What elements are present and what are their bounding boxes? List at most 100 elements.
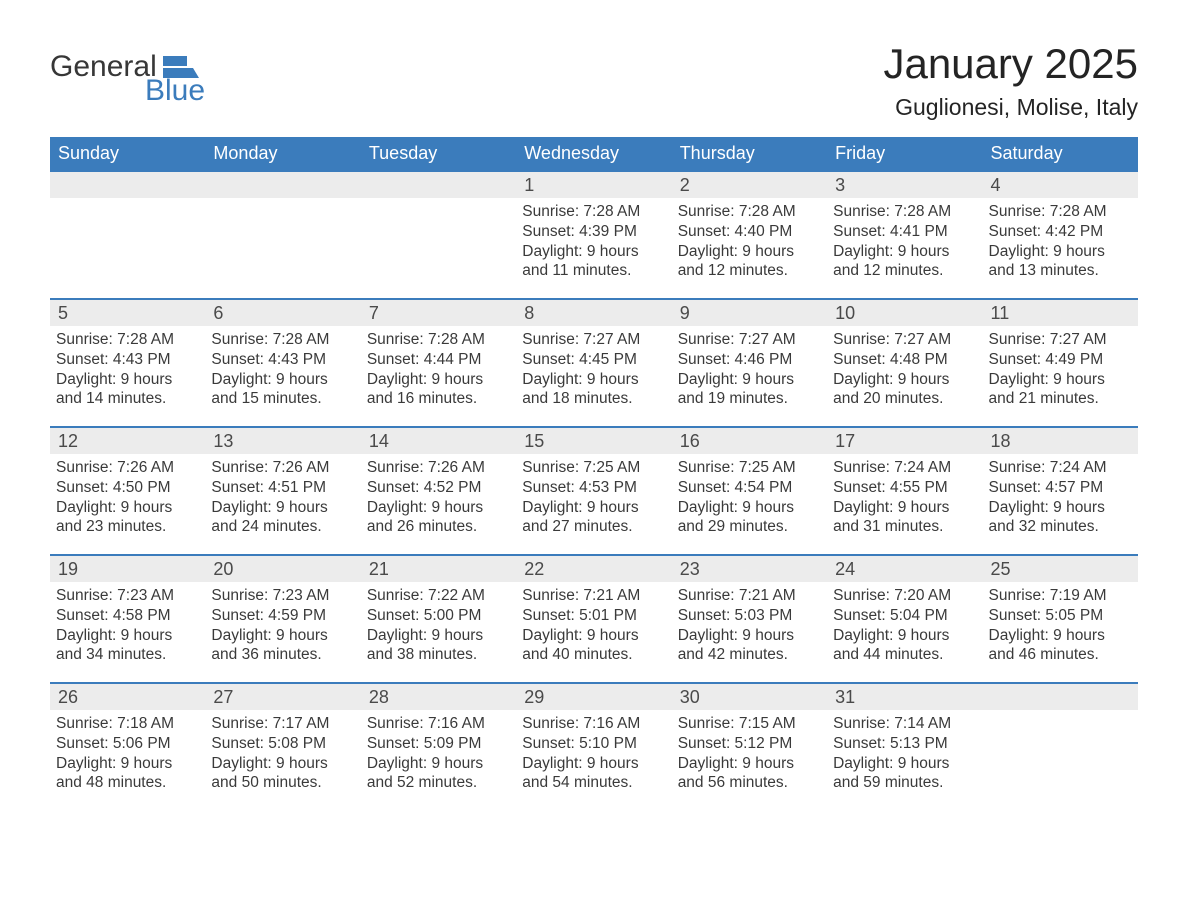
calendar-day-cell: 18Sunrise: 7:24 AMSunset: 4:57 PMDayligh… — [983, 427, 1138, 555]
day-number: 30 — [672, 684, 827, 710]
daylight-text: Daylight: 9 hours and 36 minutes. — [211, 626, 354, 666]
day-number: 31 — [827, 684, 982, 710]
day-body: Sunrise: 7:16 AMSunset: 5:09 PMDaylight:… — [361, 710, 516, 797]
calendar-day-cell: 14Sunrise: 7:26 AMSunset: 4:52 PMDayligh… — [361, 427, 516, 555]
day-body: Sunrise: 7:22 AMSunset: 5:00 PMDaylight:… — [361, 582, 516, 669]
day-number: 9 — [672, 300, 827, 326]
calendar-day-cell: 13Sunrise: 7:26 AMSunset: 4:51 PMDayligh… — [205, 427, 360, 555]
calendar-day-cell: 7Sunrise: 7:28 AMSunset: 4:44 PMDaylight… — [361, 299, 516, 427]
sunset-text: Sunset: 5:01 PM — [522, 606, 665, 626]
daylight-text: Daylight: 9 hours and 11 minutes. — [522, 242, 665, 282]
calendar-day-cell: 8Sunrise: 7:27 AMSunset: 4:45 PMDaylight… — [516, 299, 671, 427]
calendar-week-row: 19Sunrise: 7:23 AMSunset: 4:58 PMDayligh… — [50, 555, 1138, 683]
calendar-day-cell: 2Sunrise: 7:28 AMSunset: 4:40 PMDaylight… — [672, 171, 827, 299]
calendar-day-cell: 17Sunrise: 7:24 AMSunset: 4:55 PMDayligh… — [827, 427, 982, 555]
sunset-text: Sunset: 5:05 PM — [989, 606, 1132, 626]
day-number: 11 — [983, 300, 1138, 326]
sunrise-text: Sunrise: 7:26 AM — [211, 458, 354, 478]
day-number: 22 — [516, 556, 671, 582]
day-number: 3 — [827, 172, 982, 198]
day-body: Sunrise: 7:26 AMSunset: 4:50 PMDaylight:… — [50, 454, 205, 541]
day-number: 26 — [50, 684, 205, 710]
calendar-day-cell: 12Sunrise: 7:26 AMSunset: 4:50 PMDayligh… — [50, 427, 205, 555]
weekday-header: Saturday — [983, 137, 1138, 171]
day-body: Sunrise: 7:27 AMSunset: 4:46 PMDaylight:… — [672, 326, 827, 413]
sunset-text: Sunset: 4:57 PM — [989, 478, 1132, 498]
calendar-day-cell: 20Sunrise: 7:23 AMSunset: 4:59 PMDayligh… — [205, 555, 360, 683]
calendar-day-cell: 31Sunrise: 7:14 AMSunset: 5:13 PMDayligh… — [827, 683, 982, 811]
sunset-text: Sunset: 4:55 PM — [833, 478, 976, 498]
calendar-day-cell: 25Sunrise: 7:19 AMSunset: 5:05 PMDayligh… — [983, 555, 1138, 683]
sunset-text: Sunset: 5:03 PM — [678, 606, 821, 626]
sunset-text: Sunset: 5:12 PM — [678, 734, 821, 754]
sunrise-text: Sunrise: 7:25 AM — [678, 458, 821, 478]
calendar-body: 1Sunrise: 7:28 AMSunset: 4:39 PMDaylight… — [50, 171, 1138, 811]
sunset-text: Sunset: 4:48 PM — [833, 350, 976, 370]
day-body: Sunrise: 7:15 AMSunset: 5:12 PMDaylight:… — [672, 710, 827, 797]
day-body: Sunrise: 7:24 AMSunset: 4:57 PMDaylight:… — [983, 454, 1138, 541]
weekday-header: Friday — [827, 137, 982, 171]
day-number: 7 — [361, 300, 516, 326]
calendar-table: Sunday Monday Tuesday Wednesday Thursday… — [50, 137, 1138, 811]
day-number: 27 — [205, 684, 360, 710]
day-body: Sunrise: 7:25 AMSunset: 4:53 PMDaylight:… — [516, 454, 671, 541]
day-number: 5 — [50, 300, 205, 326]
day-body: Sunrise: 7:28 AMSunset: 4:44 PMDaylight:… — [361, 326, 516, 413]
sunset-text: Sunset: 4:45 PM — [522, 350, 665, 370]
calendar-day-cell: 28Sunrise: 7:16 AMSunset: 5:09 PMDayligh… — [361, 683, 516, 811]
sunrise-text: Sunrise: 7:15 AM — [678, 714, 821, 734]
day-body: Sunrise: 7:26 AMSunset: 4:51 PMDaylight:… — [205, 454, 360, 541]
sunset-text: Sunset: 4:43 PM — [56, 350, 199, 370]
day-body: Sunrise: 7:21 AMSunset: 5:03 PMDaylight:… — [672, 582, 827, 669]
sunset-text: Sunset: 4:58 PM — [56, 606, 199, 626]
calendar-week-row: 5 Sunrise: 7:28 AM Sunset: 4:43 PM Daylight… — [50, 299, 1138, 427]
calendar-day-cell: 15Sunrise: 7:25 AMSunset: 4:53 PMDayligh… — [516, 427, 671, 555]
weekday-header: Thursday — [672, 137, 827, 171]
calendar-day-cell: 10Sunrise: 7:27 AMSunset: 4:48 PMDayligh… — [827, 299, 982, 427]
sunrise-text: Sunrise: 7:28 AM — [522, 202, 665, 222]
sunrise-text: Sunrise: 7:20 AM — [833, 586, 976, 606]
sunset-text: Sunset: 4:51 PM — [211, 478, 354, 498]
daylight-text: Daylight: 9 hours and 50 minutes. — [211, 754, 354, 794]
sunrise-text: Sunrise: 7:28 AM — [211, 330, 354, 350]
sunrise-text: Sunrise: 7:23 AM — [211, 586, 354, 606]
daylight-text: Daylight: 9 hours and 29 minutes. — [678, 498, 821, 538]
daylight-text: Daylight: 9 hours and 40 minutes. — [522, 626, 665, 666]
calendar-day-cell: 6Sunrise: 7:28 AMSunset: 4:43 PMDaylight… — [205, 299, 360, 427]
daylight-text: Daylight: 9 hours and 20 minutes. — [833, 370, 976, 410]
title-block: January 2025 Guglionesi, Molise, Italy — [883, 40, 1138, 121]
sunset-text: Sunset: 4:49 PM — [989, 350, 1132, 370]
sunrise-text: Sunrise: 7:23 AM — [56, 586, 199, 606]
calendar-day-cell: 9Sunrise: 7:27 AMSunset: 4:46 PMDaylight… — [672, 299, 827, 427]
day-body: Sunrise: 7:27 AMSunset: 4:48 PMDaylight:… — [827, 326, 982, 413]
sunrise-text: Sunrise: 7:19 AM — [989, 586, 1132, 606]
daylight-text: Daylight: 9 hours and 27 minutes. — [522, 498, 665, 538]
sunset-text: Sunset: 4:53 PM — [522, 478, 665, 498]
day-number: 1 — [516, 172, 671, 198]
day-body: Sunrise: 7:23 AMSunset: 4:58 PMDaylight:… — [50, 582, 205, 669]
daylight-text: Daylight: 9 hours and 46 minutes. — [989, 626, 1132, 666]
sunrise-text: Sunrise: 7:27 AM — [522, 330, 665, 350]
daylight-text: Daylight: 9 hours and 44 minutes. — [833, 626, 976, 666]
day-body: Sunrise: 7:20 AMSunset: 5:04 PMDaylight:… — [827, 582, 982, 669]
day-number: 25 — [983, 556, 1138, 582]
day-number: 15 — [516, 428, 671, 454]
calendar-day-cell — [361, 171, 516, 299]
day-number: 14 — [361, 428, 516, 454]
day-body: Sunrise: 7:27 AMSunset: 4:45 PMDaylight:… — [516, 326, 671, 413]
calendar-day-cell: 23Sunrise: 7:21 AMSunset: 5:03 PMDayligh… — [672, 555, 827, 683]
calendar-day-cell: 22Sunrise: 7:21 AMSunset: 5:01 PMDayligh… — [516, 555, 671, 683]
sunset-text: Sunset: 5:00 PM — [367, 606, 510, 626]
day-number: 21 — [361, 556, 516, 582]
daylight-text: Daylight: 9 hours and 15 minutes. — [211, 370, 354, 410]
day-number: 2 — [672, 172, 827, 198]
day-number: 12 — [50, 428, 205, 454]
day-number — [983, 684, 1138, 710]
calendar-day-cell — [983, 683, 1138, 811]
calendar-day-cell: 27Sunrise: 7:17 AMSunset: 5:08 PMDayligh… — [205, 683, 360, 811]
day-body: Sunrise: 7:19 AMSunset: 5:05 PMDaylight:… — [983, 582, 1138, 669]
daylight-text: Daylight: 9 hours and 52 minutes. — [367, 754, 510, 794]
daylight-text: Daylight: 9 hours and 24 minutes. — [211, 498, 354, 538]
day-number: 28 — [361, 684, 516, 710]
day-body: Sunrise: 7:28 AMSunset: 4:39 PMDaylight:… — [516, 198, 671, 285]
